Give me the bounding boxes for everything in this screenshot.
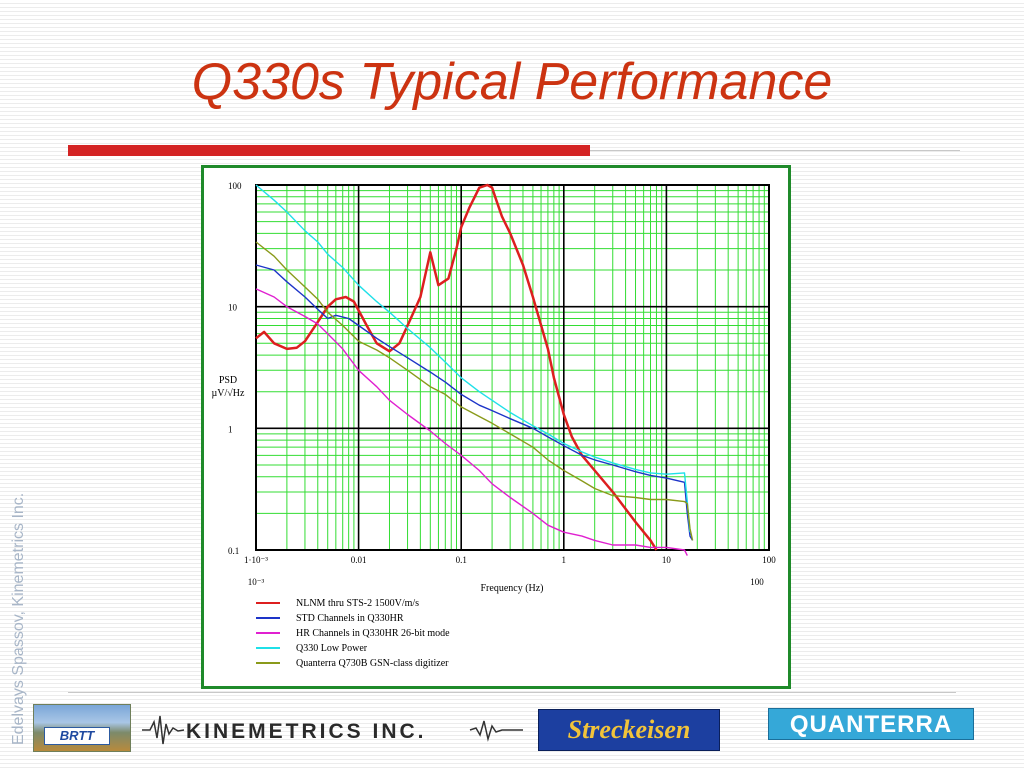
x-tick-label: 0.1 [456, 555, 467, 565]
legend-label: Quanterra Q730B GSN-class digitizer [296, 658, 449, 669]
title-underline-rule [590, 150, 960, 151]
series-line-2 [255, 264, 694, 541]
x-axis-label: Frequency (Hz) [480, 583, 543, 594]
kinemetrics-logo-text: KINEMETRICS INC. [186, 720, 427, 743]
series-line-3 [255, 288, 688, 556]
title-underline-bar [68, 145, 590, 156]
x-tick-label: 1·10⁻³ [244, 555, 268, 565]
psd-chart: 100 10 1 0.1 1·10⁻³ 0.01 0.1 1 10 100 10⁻³ 100 PSD µV… [212, 181, 777, 669]
x-tick-label: 10 [662, 555, 672, 565]
y-axis-label: µV/√Hz [212, 388, 245, 399]
slide-title: Q330s Typical Performance [191, 53, 833, 111]
x-tick-label-secondary: 100 [750, 577, 764, 587]
y-tick-label: 0.1 [228, 546, 239, 556]
footer-rule [68, 692, 956, 693]
quanterra-logo: QUANTERRA [768, 708, 974, 740]
plot-border [255, 184, 770, 551]
y-tick-label: 100 [228, 181, 242, 191]
quanterra-logo-text: QUANTERRA [789, 711, 953, 738]
seismogram-icon [142, 715, 523, 745]
x-tick-label: 0.01 [351, 555, 367, 565]
streckeisen-logo-text: Streckeisen [567, 715, 691, 744]
x-tick-label: 1 [562, 555, 567, 565]
y-tick-label: 1 [228, 424, 233, 434]
streckeisen-logo: Streckeisen [538, 709, 720, 751]
author-sidebar-text: Edelvays Spassov, Kinemetrics Inc. [10, 492, 27, 745]
legend-label: NLNM thru STS-2 1500V/m/s [296, 598, 419, 609]
brtt-logo-text: BRTT [44, 727, 110, 745]
chart-frame: 100 10 1 0.1 1·10⁻³ 0.01 0.1 1 10 100 10⁻³ 100 PSD µV… [201, 165, 791, 689]
legend-label: Q330 Low Power [296, 643, 368, 654]
series-line-5 [255, 241, 694, 541]
series-line-4 [255, 184, 691, 533]
legend-label: HR Channels in Q330HR 26-bit mode [296, 628, 450, 639]
x-tick-label-secondary: 10⁻³ [248, 577, 265, 587]
legend-label: STD Channels in Q330HR [296, 613, 404, 624]
y-tick-label: 10 [228, 303, 238, 313]
kinemetrics-logo: KINEMETRICS INC. [140, 708, 525, 752]
brtt-logo: BRTT [33, 704, 131, 752]
series-line-1 [255, 183, 658, 551]
x-tick-label: 100 [762, 555, 776, 565]
y-axis-label: PSD [219, 375, 237, 386]
